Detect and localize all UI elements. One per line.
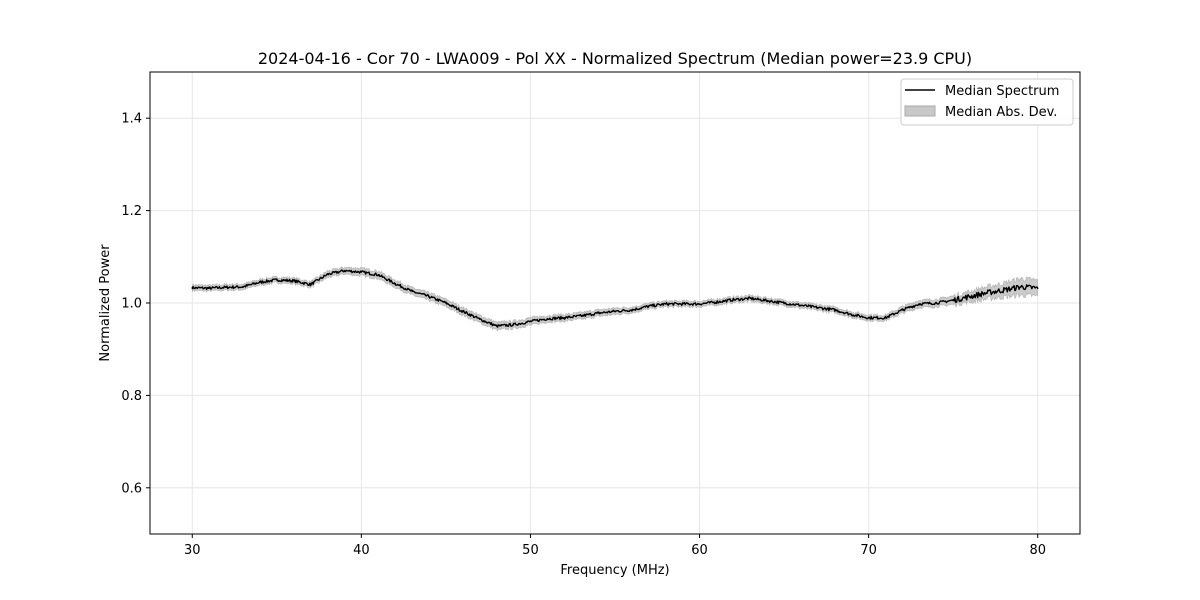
x-tick-label: 50 xyxy=(522,543,539,558)
median-spectrum-point xyxy=(478,318,481,320)
median-spectrum-point xyxy=(749,297,752,300)
median-spectrum-point xyxy=(276,279,278,281)
median-spectrum-point xyxy=(867,316,870,319)
x-tick-label: 30 xyxy=(184,543,201,558)
median-spectrum-point xyxy=(766,299,768,302)
median-spectrum-point xyxy=(292,280,295,282)
median-spectrum-point xyxy=(394,282,396,285)
median-spectrum-point xyxy=(664,303,667,305)
median-spectrum-point xyxy=(648,305,650,308)
median-spectrum-point xyxy=(715,301,718,303)
legend-label-median-abs-dev: Median Abs. Dev. xyxy=(945,105,1057,120)
median-spectrum-point xyxy=(1036,287,1039,290)
median-spectrum-point xyxy=(935,302,938,304)
median-spectrum-point xyxy=(462,310,464,313)
median-spectrum-point xyxy=(546,317,549,320)
chart-title: 2024-04-16 - Cor 70 - LWA009 - Pol XX - … xyxy=(258,49,972,68)
median-spectrum-point xyxy=(343,269,346,272)
median-spectrum-point xyxy=(698,303,701,305)
median-spectrum-point xyxy=(512,323,515,326)
median-spectrum-point xyxy=(800,304,802,307)
median-spectrum-point xyxy=(834,309,836,311)
median-spectrum-point xyxy=(681,303,684,305)
median-spectrum-point xyxy=(783,302,785,304)
median-spectrum-point xyxy=(850,313,853,316)
median-spectrum-point xyxy=(952,299,954,302)
legend: Median Spectrum Median Abs. Dev. xyxy=(900,78,1074,126)
median-spectrum-point xyxy=(242,286,244,288)
median-spectrum-point xyxy=(918,303,921,305)
tick-layer: 30 40 50 60 70 80 0.6 0.8 1.0 1.2 1.4 xyxy=(121,112,1046,558)
median-spectrum-point xyxy=(445,302,447,304)
median-spectrum-point xyxy=(597,312,599,314)
median-spectrum-point xyxy=(309,283,312,286)
median-spectrum-point xyxy=(411,290,413,293)
y-tick-label: 0.8 xyxy=(121,389,142,404)
median-spectrum-point xyxy=(259,281,261,284)
x-tick-label: 40 xyxy=(353,543,370,558)
median-spectrum-point xyxy=(1020,286,1022,288)
median-spectrum-point xyxy=(326,273,329,276)
median-spectrum-point xyxy=(529,320,532,323)
median-spectrum-point xyxy=(360,271,363,273)
y-tick-label: 1.4 xyxy=(121,112,142,127)
median-spectrum-point xyxy=(377,274,380,276)
legend-box xyxy=(900,78,1074,126)
median-spectrum-point xyxy=(884,316,887,319)
x-tick-label: 60 xyxy=(691,543,708,558)
y-tick-label: 1.2 xyxy=(121,204,142,219)
median-spectrum-point xyxy=(225,286,227,289)
median-spectrum-point xyxy=(614,310,616,313)
median-spectrum-point xyxy=(563,316,566,319)
x-tick-label: 70 xyxy=(860,543,877,558)
y-tick-label: 0.6 xyxy=(121,481,142,496)
median-spectrum-point xyxy=(495,325,498,327)
median-spectrum-point xyxy=(969,295,971,298)
legend-label-median-spectrum: Median Spectrum xyxy=(945,84,1059,99)
mad-band xyxy=(191,266,1039,332)
y-tick-label: 1.0 xyxy=(121,297,142,312)
data-layer xyxy=(191,266,1039,332)
median-spectrum-point xyxy=(901,309,904,311)
y-axis-label: Normalized Power xyxy=(98,244,113,362)
legend-band-swatch xyxy=(904,105,936,117)
median-spectrum-point xyxy=(580,315,582,317)
median-spectrum-point xyxy=(986,292,988,294)
x-axis-label: Frequency (MHz) xyxy=(560,563,669,578)
median-spectrum-point xyxy=(1003,289,1005,291)
median-spectrum-point xyxy=(428,295,430,298)
x-tick-label: 80 xyxy=(1029,543,1046,558)
median-spectrum-point xyxy=(208,287,210,290)
median-spectrum-point xyxy=(191,286,194,289)
median-spectrum-point xyxy=(817,306,819,309)
median-spectrum-point xyxy=(631,309,633,311)
median-spectrum-point xyxy=(732,298,735,301)
